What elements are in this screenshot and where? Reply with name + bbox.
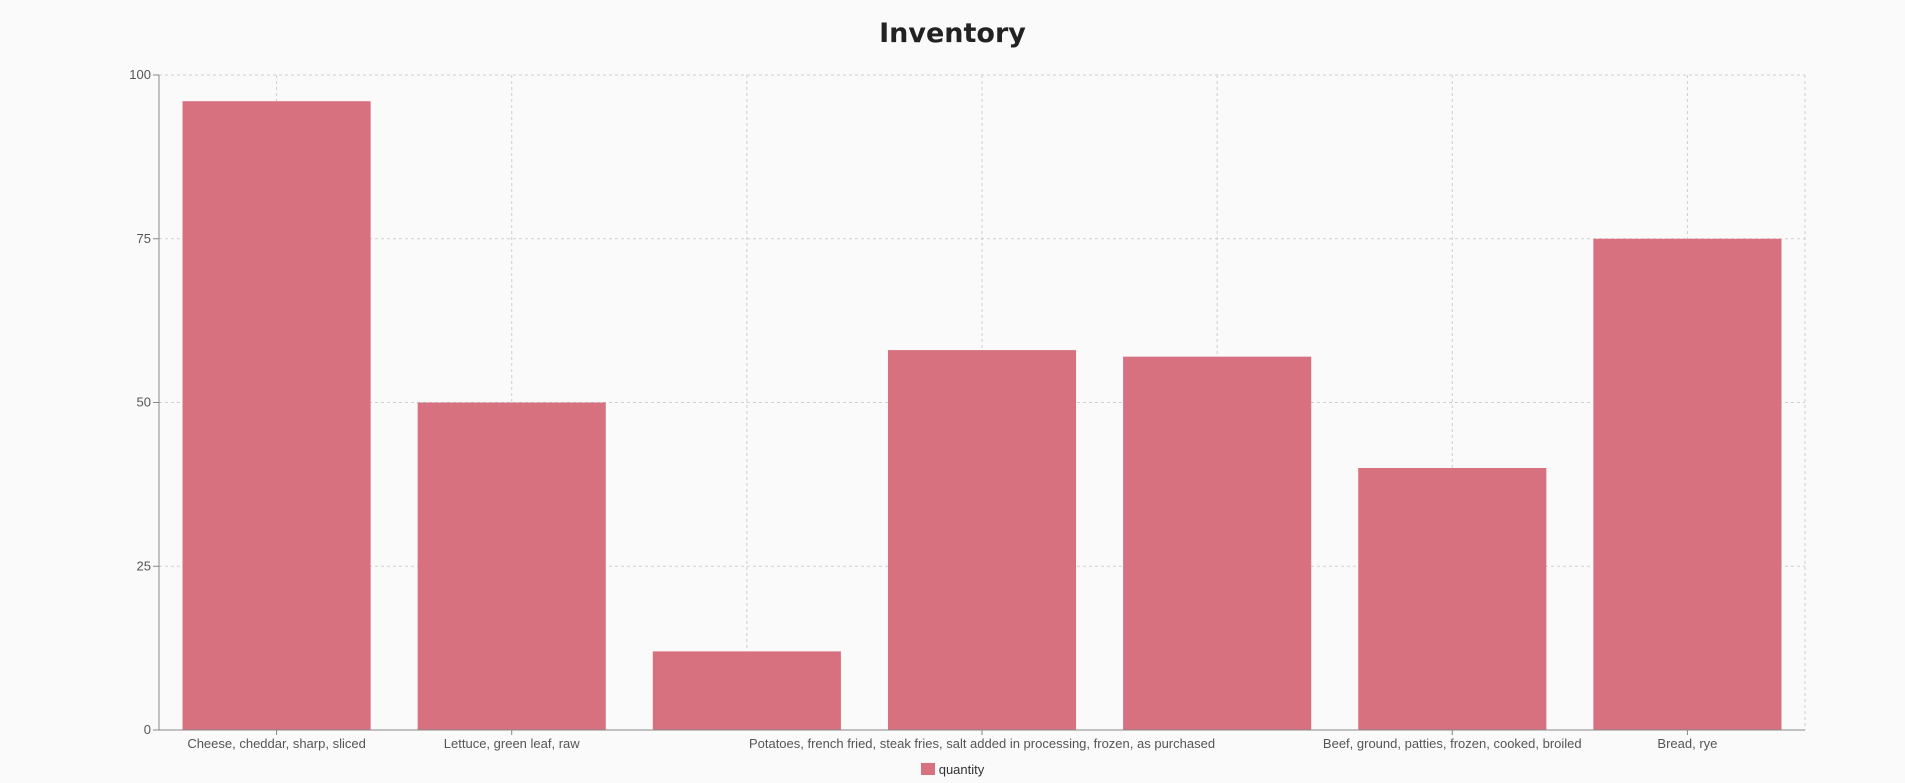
y-tick-label: 75 bbox=[137, 231, 151, 246]
legend-label: quantity bbox=[938, 762, 985, 777]
axes bbox=[153, 74, 1805, 735]
bar bbox=[1123, 356, 1312, 730]
bar bbox=[887, 350, 1077, 730]
x-tick-labels: Cheese, cheddar, sharp, sliced Lettuce, g… bbox=[187, 736, 1717, 751]
y-tick-label: 25 bbox=[137, 558, 151, 573]
bar bbox=[417, 402, 606, 730]
y-tick-labels: 0 25 50 75 100 bbox=[129, 67, 151, 737]
y-tick-label: 0 bbox=[144, 722, 151, 737]
x-tick-label: Beef, ground, patties, frozen, cooked, b… bbox=[1323, 736, 1582, 751]
bar bbox=[652, 651, 841, 730]
bar bbox=[182, 101, 371, 730]
bar bbox=[1593, 238, 1782, 730]
x-tick-label: Potatoes, french fried, steak fries, sal… bbox=[749, 736, 1215, 751]
x-tick-label: Lettuce, green leaf, raw bbox=[444, 736, 580, 751]
chart-title: Inventory bbox=[879, 18, 1026, 49]
y-tick-label: 100 bbox=[129, 67, 151, 82]
bar bbox=[1358, 468, 1547, 730]
legend: quantity bbox=[0, 762, 1905, 777]
bars bbox=[182, 101, 1782, 730]
x-tick-label: Cheese, cheddar, sharp, sliced bbox=[187, 736, 366, 751]
y-tick-label: 50 bbox=[137, 395, 151, 410]
x-tick-label: Bread, rye bbox=[1657, 736, 1717, 751]
legend-swatch bbox=[920, 763, 935, 775]
